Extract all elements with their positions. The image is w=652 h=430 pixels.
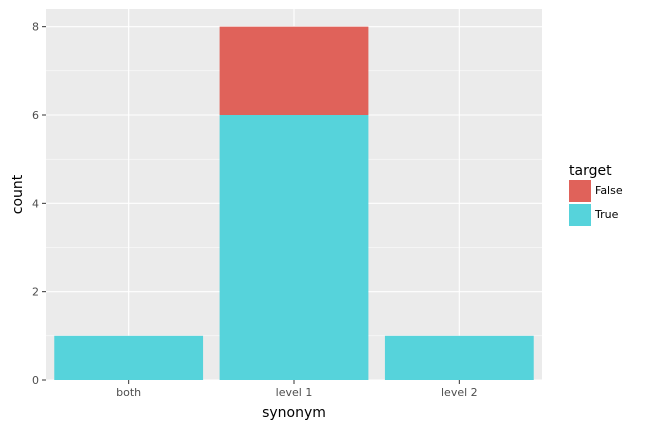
legend-swatch-false bbox=[569, 180, 591, 202]
legend-label-true: True bbox=[594, 208, 619, 221]
y-tick-label: 2 bbox=[32, 286, 39, 299]
bar-false-level-1 bbox=[219, 26, 369, 116]
bars bbox=[54, 26, 534, 380]
x-axis-title: synonym bbox=[262, 405, 326, 421]
x-tick-label: level 2 bbox=[441, 386, 478, 399]
y-axis-title: count bbox=[10, 174, 26, 214]
bar-true-level-1 bbox=[219, 115, 369, 380]
legend-swatch-true bbox=[569, 204, 591, 226]
x-axis: both level 1 level 2 bbox=[116, 380, 478, 399]
y-axis: 0 2 4 6 8 bbox=[32, 21, 46, 387]
y-tick-label: 4 bbox=[32, 197, 39, 210]
bar-true-level-2 bbox=[384, 335, 534, 380]
x-tick-label: level 1 bbox=[276, 386, 313, 399]
y-tick-label: 0 bbox=[32, 374, 39, 387]
y-tick-label: 8 bbox=[32, 21, 39, 34]
x-tick-label: both bbox=[116, 386, 141, 399]
legend: target False True bbox=[569, 163, 623, 226]
legend-title: target bbox=[569, 163, 612, 179]
legend-label-false: False bbox=[595, 184, 623, 197]
bar-true-both bbox=[54, 335, 204, 380]
y-tick-label: 6 bbox=[32, 109, 39, 122]
